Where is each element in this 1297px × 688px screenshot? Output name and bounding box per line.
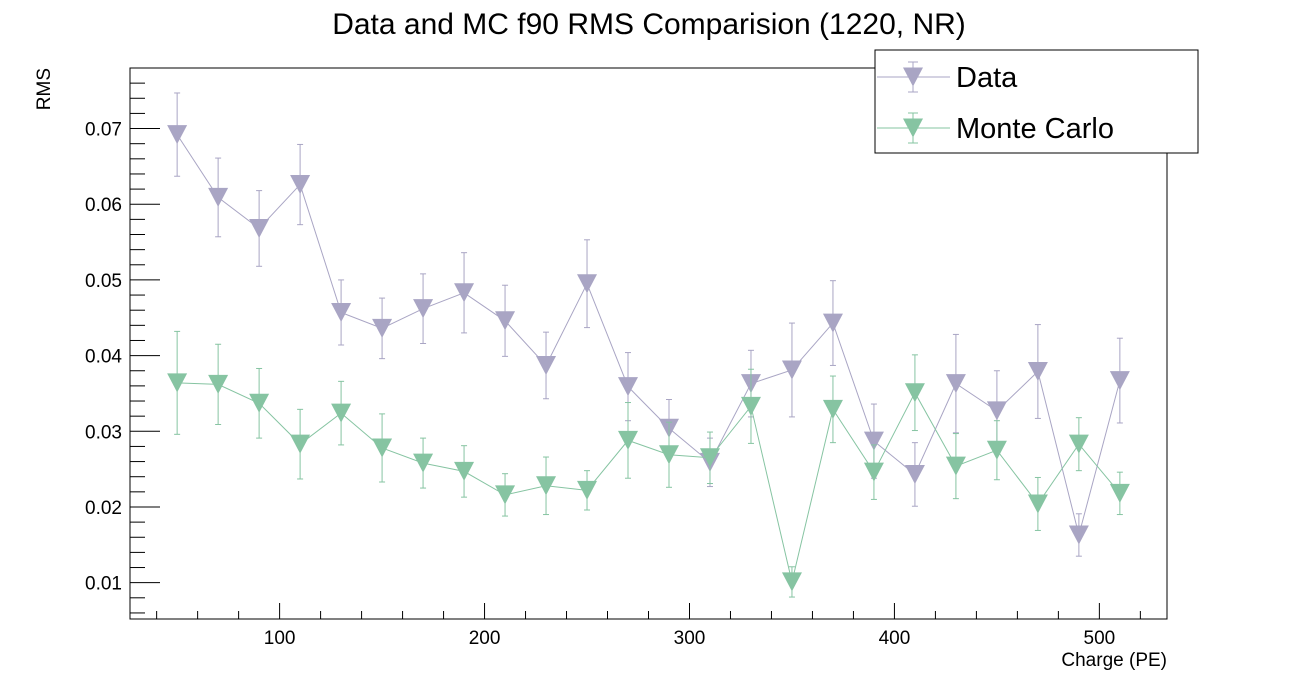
y-tick-label: 0.04 (85, 347, 122, 368)
data-point-marker (1027, 362, 1048, 382)
data-point-marker (1109, 371, 1130, 391)
data-point-marker (904, 383, 925, 403)
data-point-marker (208, 374, 229, 394)
data-point-marker (331, 302, 352, 322)
data-point-marker (822, 399, 843, 419)
y-tick-label: 0.07 (85, 120, 122, 141)
data-point-marker (249, 218, 270, 238)
data-point-marker (945, 456, 966, 476)
data-point-marker (536, 355, 557, 375)
y-axis-label: RMS (34, 68, 55, 110)
x-axis: 100 200 300 400 500 (156, 603, 1141, 649)
x-tick-label: 100 (264, 628, 296, 649)
data-point-marker (658, 445, 679, 465)
chart-title: Data and MC f90 RMS Comparision (1220, N… (332, 8, 966, 41)
y-tick-label: 0.03 (85, 422, 122, 443)
series-monte-carlo (167, 330, 1130, 598)
data-point-marker (781, 360, 802, 380)
y-axis: 0.01 0.02 0.03 0.04 0.05 0.06 0.07 (85, 82, 160, 614)
legend-marker (903, 118, 923, 138)
data-point-marker (618, 377, 639, 397)
y-tick-label: 0.02 (85, 498, 122, 519)
legend-box (874, 49, 1199, 154)
data-point-marker (863, 462, 884, 482)
x-tick-label: 300 (674, 628, 706, 649)
data-point-marker (740, 396, 761, 416)
series-line (176, 134, 1121, 536)
data-point-marker (413, 299, 434, 319)
y-tick-label: 0.01 (85, 574, 122, 595)
data-point-marker (781, 572, 802, 592)
x-tick-label: 500 (1084, 628, 1116, 649)
data-point-marker (1109, 483, 1130, 503)
data-point-marker (699, 448, 720, 468)
data-point-marker (372, 318, 393, 338)
data-point-marker (454, 461, 475, 481)
series-layer (167, 92, 1130, 598)
x-axis-label: Charge (PE) (1061, 650, 1167, 671)
x-tick-label: 200 (469, 628, 501, 649)
x-tick-label: 400 (879, 628, 911, 649)
data-point-marker (863, 431, 884, 451)
y-tick-label: 0.06 (85, 195, 122, 216)
legend-marker (903, 67, 923, 87)
data-point-marker (290, 434, 311, 454)
data-point-marker (495, 311, 516, 331)
legend-label-data: Data (956, 62, 1018, 94)
series-line (177, 382, 1121, 583)
data-point-marker (618, 430, 639, 450)
data-point-marker (1068, 525, 1089, 545)
data-point-marker (208, 187, 229, 207)
data-point-marker (413, 453, 434, 473)
data-point-marker (986, 401, 1007, 421)
data-point-marker (1027, 494, 1048, 514)
data-point-marker (1068, 434, 1089, 454)
data-point-marker (495, 485, 516, 505)
data-point-marker (290, 175, 311, 195)
data-point-marker (577, 480, 598, 500)
data-point-marker (577, 274, 598, 294)
data-point-marker (249, 393, 270, 413)
data-point-marker (167, 125, 188, 145)
data-point-marker (167, 373, 188, 393)
data-point-marker (986, 440, 1007, 460)
legend: Data Monte Carlo (874, 49, 1199, 154)
data-point-marker (536, 476, 557, 496)
data-point-marker (372, 438, 393, 458)
data-point-marker (331, 403, 352, 423)
data-point-marker (945, 374, 966, 394)
series-data (167, 92, 1130, 557)
y-tick-label: 0.05 (85, 271, 122, 292)
data-point-marker (904, 464, 925, 484)
data-point-marker (454, 283, 475, 303)
legend-label-monte-carlo: Monte Carlo (956, 113, 1114, 145)
data-point-marker (822, 313, 843, 333)
